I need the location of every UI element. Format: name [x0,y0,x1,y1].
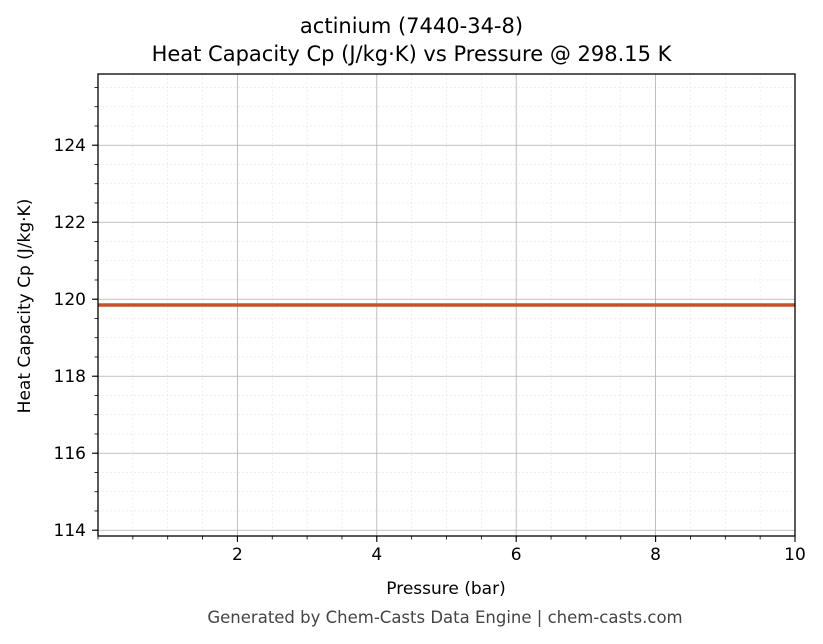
x-tick-label: 4 [371,545,382,565]
x-tick-label: 10 [784,545,806,565]
x-axis-label: Pressure (bar) [386,579,505,599]
y-axis-label: Heat Capacity Cp (J/kg·K) [15,199,35,414]
x-tick-label: 8 [650,545,661,565]
y-tick-label: 120 [54,290,86,310]
y-tick-label: 114 [54,521,86,541]
x-tick-label: 2 [232,545,243,565]
x-tick-label: 6 [511,545,522,565]
y-tick-label: 116 [54,444,86,464]
y-tick-label: 122 [54,213,86,233]
chart-title: actinium (7440-34-8) [299,14,524,38]
y-tick-label: 124 [54,136,86,156]
y-tick-label: 118 [54,367,86,387]
axis-ticks: 2 4 6 8 10 114 116 118 120 122 124 [54,87,806,565]
chart-subtitle: Heat Capacity Cp (J/kg·K) vs Pressure @ … [151,42,672,66]
footer-credit: Generated by Chem-Casts Data Engine | ch… [207,608,683,627]
